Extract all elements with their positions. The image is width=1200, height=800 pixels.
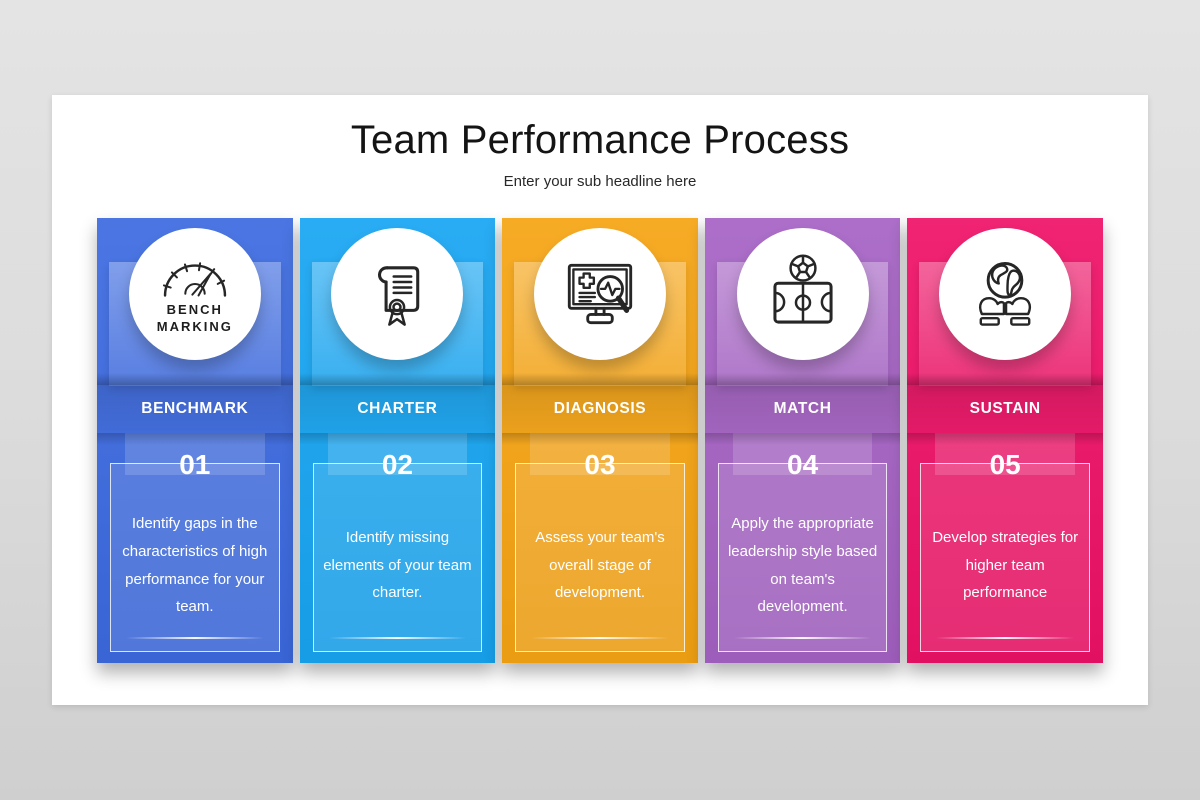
diagnosis-monitor-icon [567, 263, 633, 325]
stage-description: Assess your team's overall stage of deve… [535, 529, 665, 602]
stage-label: DIAGNOSIS [553, 400, 647, 417]
process-column-diagnosis: DIAGNOSIS Assess your team's overall sta… [502, 218, 698, 663]
stage-number: 01 [179, 449, 211, 480]
icon-circle [736, 228, 869, 360]
soccer-field-icon [773, 254, 833, 324]
page-title: Team Performance Process [350, 118, 850, 162]
stage-label-band: MATCH [704, 373, 901, 445]
process-column-match: MATCH Apply the appropriate leadership s… [704, 218, 901, 663]
gauge-benchmarking-icon [162, 261, 226, 297]
process-column-sustain: SUSTAIN Develop strategies for higher te… [907, 218, 1103, 663]
stage-label-band: CHARTER [299, 373, 496, 445]
number-tab [125, 433, 265, 475]
process-column-benchmark: BENCH MARKING BENCHMARK Identify gaps in… [97, 218, 293, 663]
stage-number: 03 [584, 449, 616, 480]
description-panel: Apply the appropriate leadership style b… [717, 463, 888, 652]
stage-label-band: DIAGNOSIS [502, 373, 698, 445]
charter-scroll-icon [378, 266, 420, 326]
icon-circle: BENCH MARKING [128, 228, 261, 360]
number-tab [530, 433, 670, 475]
description-panel: Identify gaps in the characteristics of … [110, 463, 280, 652]
stage-label: MATCH [773, 400, 832, 417]
stage-label: SUSTAIN [969, 400, 1041, 417]
stage-description: Identify missing elements of your team c… [323, 529, 472, 602]
stage-description: Develop strategies for higher team perfo… [932, 529, 1079, 602]
number-tab [327, 433, 468, 475]
description-panel: Assess your team's overall stage of deve… [515, 463, 685, 652]
icon-circle [939, 228, 1072, 360]
globe-hands-icon [979, 262, 1032, 326]
stage-description: Apply the appropriate leadership style b… [727, 515, 878, 616]
icon-circle [331, 228, 464, 360]
stage-number: 04 [787, 449, 819, 480]
process-column-charter: CHARTER Identify missing elements of you… [299, 218, 496, 663]
number-tab [935, 433, 1075, 475]
stage-label: CHARTER [357, 400, 438, 417]
stage-label-band: SUSTAIN [907, 373, 1103, 445]
stage-label-band: BENCHMARK [97, 373, 293, 445]
number-tab [732, 433, 873, 475]
stage-label: BENCHMARK [141, 400, 249, 417]
gauge-caption-line1: BENCH [166, 301, 223, 317]
stage-number: 02 [381, 449, 413, 480]
page-subtitle: Enter your sub headline here [503, 173, 697, 190]
description-panel: Identify missing elements of your team c… [312, 463, 483, 652]
slide-canvas: Team Performance Process Enter your sub … [52, 95, 1148, 705]
stage-description: Identify gaps in the characteristics of … [122, 515, 268, 616]
gauge-caption-line2: MARKING [156, 318, 233, 334]
gauge-icon-caption: BENCH MARKING [157, 302, 233, 336]
stage-number: 05 [989, 449, 1021, 480]
process-columns-row: BENCH MARKING BENCHMARK Identify gaps in… [97, 218, 1103, 663]
icon-circle [533, 228, 666, 360]
description-panel: Develop strategies for higher team perfo… [920, 463, 1090, 652]
